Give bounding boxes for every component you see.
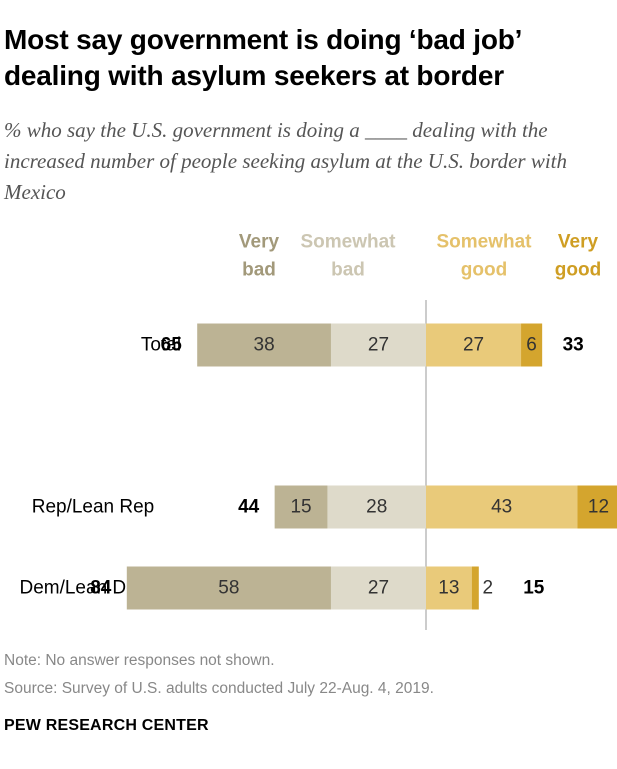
data-label: 27 — [368, 578, 389, 599]
net-bad-total: 84 — [90, 578, 112, 599]
org-name: PEW RESEARCH CENTER — [4, 717, 209, 734]
source-text: Source: Survey of U.S. adults conducted … — [4, 680, 434, 697]
data-label: 2 — [483, 578, 494, 599]
chart-title: Most say government is doing ‘bad job’ d… — [4, 24, 521, 91]
bar-somewhat-bad — [330, 323, 426, 367]
chart-subtitle: % who say the U.S. government is doing a… — [4, 118, 568, 204]
legend-somewhat-good-label: Somewhat — [436, 232, 532, 253]
data-label: 58 — [218, 578, 239, 599]
legend-very-bad-label: bad — [242, 260, 276, 281]
note-text: Note: No answer responses not shown. — [4, 652, 275, 669]
bar-somewhat-good — [426, 566, 472, 610]
data-label: 27 — [463, 335, 484, 356]
bar-somewhat-bad — [330, 566, 426, 610]
bar-somewhat-good — [426, 323, 522, 367]
diverging-bar-chart: Very bad Somewhat bad Somewhat good Very good To… — [19, 232, 617, 630]
bar-very-bad — [197, 323, 331, 367]
legend-somewhat-bad-label: bad — [331, 260, 365, 281]
category-label: Total — [141, 335, 181, 356]
data-label: 13 — [438, 578, 459, 599]
data-label: 38 — [254, 335, 275, 356]
data-label: 6 — [526, 335, 537, 356]
bar-very-good — [521, 323, 543, 367]
bar-very-bad — [126, 566, 331, 610]
bar-very-bad — [274, 485, 328, 529]
bar-very-good — [471, 566, 479, 610]
category-label: Rep/Lean Rep — [32, 497, 155, 518]
net-bad-total: 65 — [161, 335, 183, 356]
net-good-total: 33 — [563, 335, 584, 356]
bar-somewhat-good — [426, 485, 578, 529]
legend-very-bad-label: Very — [239, 232, 280, 253]
data-label: 27 — [368, 335, 389, 356]
legend-somewhat-bad-label: Somewhat — [300, 232, 396, 253]
data-label: 43 — [491, 497, 512, 518]
bar-very-good — [577, 485, 617, 529]
legend-very-good-label: Very — [558, 232, 599, 253]
bar-somewhat-bad — [327, 485, 426, 529]
category-label: Dem/Lean Dem — [19, 578, 152, 599]
data-label: 28 — [366, 497, 387, 518]
data-label: 12 — [588, 497, 609, 518]
legend-somewhat-good-label: good — [461, 260, 507, 281]
data-label: 15 — [290, 497, 311, 518]
legend-very-good-label: good — [555, 260, 601, 281]
net-bad-total: 44 — [238, 497, 260, 518]
net-good-total: 15 — [523, 578, 545, 599]
